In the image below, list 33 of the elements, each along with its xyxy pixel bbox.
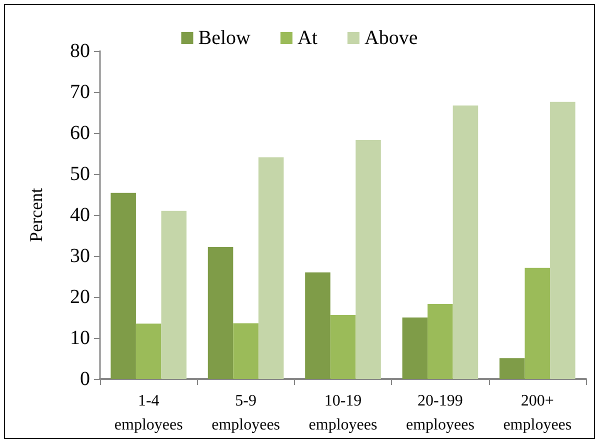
bar [330, 315, 356, 379]
y-tick-label: 20 [70, 286, 90, 308]
x-tick-label: 5-9 employees [212, 392, 280, 434]
bar [305, 272, 330, 379]
y-tick-label: 30 [70, 245, 90, 267]
y-tick-label: 80 [70, 40, 90, 62]
y-tick-label: 70 [70, 81, 90, 103]
x-tick-label: 200+ employees [503, 392, 572, 434]
y-tick-label: 60 [70, 122, 90, 144]
y-tick-label: 50 [70, 163, 90, 185]
bar [524, 268, 550, 379]
x-tick-label: 1-4 employees [114, 392, 183, 434]
bar [258, 157, 284, 379]
bar [428, 304, 453, 379]
y-axis-title: Percent [26, 188, 46, 242]
bar [233, 323, 258, 379]
y-tick-label: 10 [70, 327, 90, 349]
x-tick-label: 20-199 employees [406, 392, 474, 434]
bar [356, 140, 381, 379]
x-tick-label: 10-19 employees [308, 392, 378, 434]
legend-label: Above [364, 27, 418, 49]
y-tick-label: 0 [80, 368, 90, 390]
bar [550, 102, 576, 379]
bar [402, 318, 428, 379]
bar [208, 246, 234, 379]
legend-label: Below [198, 27, 252, 49]
y-tick-label: 40 [70, 204, 90, 226]
legend-label: At [297, 27, 318, 49]
bar [110, 192, 136, 379]
bar [161, 210, 187, 379]
bar [499, 358, 525, 379]
bar [452, 106, 478, 379]
bar [136, 324, 162, 379]
